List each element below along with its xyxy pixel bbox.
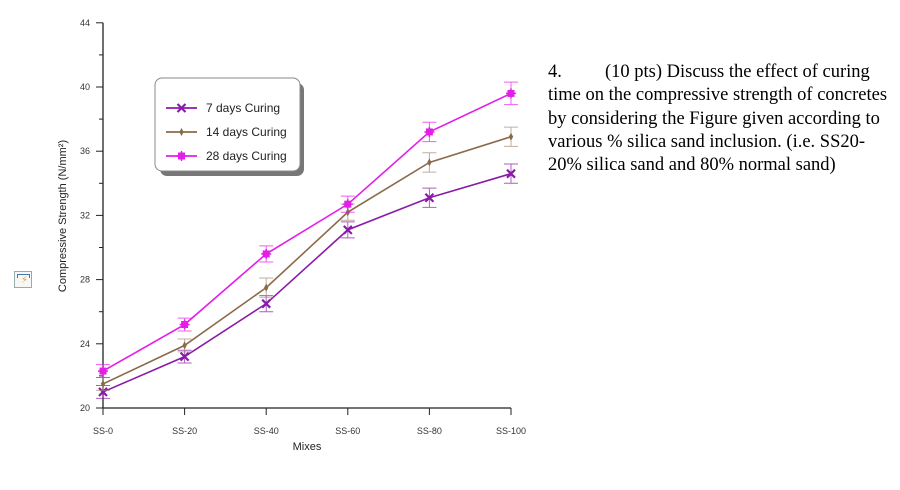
legend-label: 7 days Curing — [206, 101, 280, 115]
question-body: (10 pts) Discuss the effect of curing ti… — [548, 62, 888, 176]
series-line — [102, 172, 512, 393]
marker-x — [424, 192, 435, 203]
marker-star — [261, 248, 272, 259]
diamond-marker — [264, 283, 269, 292]
series-line — [102, 92, 512, 372]
marker-x — [98, 387, 108, 397]
star-marker-rays — [261, 248, 272, 259]
chart-marks — [96, 81, 518, 399]
y-tick-label: 28 — [80, 275, 90, 285]
x-marker — [179, 351, 190, 362]
star-marker-rays — [342, 199, 353, 210]
series-line — [102, 135, 512, 385]
marker-x — [261, 298, 271, 309]
marker-x — [179, 351, 190, 362]
y-tick-label: 32 — [80, 210, 90, 220]
marker-diamond — [508, 132, 514, 141]
legend: 7 days Curing 14 days Curing 28 days Curin… — [154, 77, 304, 176]
x-marker — [98, 387, 108, 397]
y-tick-label: 36 — [80, 146, 90, 156]
diamond-marker — [179, 128, 184, 136]
lightning-note-icon[interactable]: ⚡ — [14, 271, 32, 288]
x-axis-title: Mixes — [293, 441, 322, 453]
marker-x — [176, 103, 187, 113]
x-marker — [506, 168, 516, 179]
marker-star — [424, 126, 435, 137]
x-tick-label: SS-60 — [335, 426, 360, 436]
diamond-marker — [427, 158, 432, 167]
question-number: 4. — [548, 62, 562, 82]
x-marker — [424, 192, 435, 203]
y-axis-title: Compressive Strength (N/mm²) — [57, 140, 69, 292]
x-tick-label: SS-0 — [93, 426, 113, 436]
diamond-marker — [508, 132, 514, 141]
y-tick-label: 44 — [80, 18, 90, 28]
legend-label: 14 days Curing — [206, 125, 287, 139]
y-tick-label: 24 — [80, 339, 90, 349]
x-tick-label: SS-40 — [254, 426, 279, 436]
star-marker-rays — [176, 151, 187, 161]
marker-diamond — [182, 341, 187, 350]
marker-diamond — [264, 283, 269, 292]
y-tick-label: 40 — [80, 82, 90, 92]
marker-diamond — [427, 158, 432, 167]
diamond-marker — [182, 341, 187, 350]
star-marker-rays — [98, 366, 108, 377]
marker-star — [176, 151, 187, 161]
star-marker-rays — [179, 319, 190, 330]
x-tick-label: SS-80 — [417, 426, 442, 436]
marker-star — [98, 366, 108, 377]
marker-x — [506, 168, 516, 179]
marker-star — [342, 199, 353, 210]
series-3 — [96, 81, 518, 379]
axes: 20 24 28 32 36 40 44 SS-0 SS-20 SS-40 SS-60 SS-80 SS… — [80, 18, 526, 436]
star-marker-rays — [424, 126, 435, 137]
marker-star — [506, 88, 516, 99]
star-marker-rays — [506, 88, 516, 99]
marker-star — [179, 319, 190, 330]
legend-label: 28 days Curing — [206, 149, 287, 163]
compressive-strength-chart: 20 24 28 32 36 40 44 SS-0 SS-20 SS-40 SS-60 SS-80 SS… — [57, 18, 526, 453]
diamond-marker — [100, 379, 106, 388]
marker-diamond — [179, 128, 184, 136]
marker-diamond — [100, 379, 106, 388]
x-marker — [176, 103, 187, 113]
x-marker — [261, 298, 271, 309]
x-tick-label: SS-20 — [172, 426, 197, 436]
x-tick-label: SS-100 — [496, 426, 526, 436]
question-text: 4. (10 pts) Discuss the effect of curing … — [548, 61, 893, 177]
marker-x — [343, 225, 353, 235]
y-tick-label: 20 — [80, 403, 90, 413]
x-marker — [343, 225, 353, 235]
series-1 — [96, 163, 518, 399]
